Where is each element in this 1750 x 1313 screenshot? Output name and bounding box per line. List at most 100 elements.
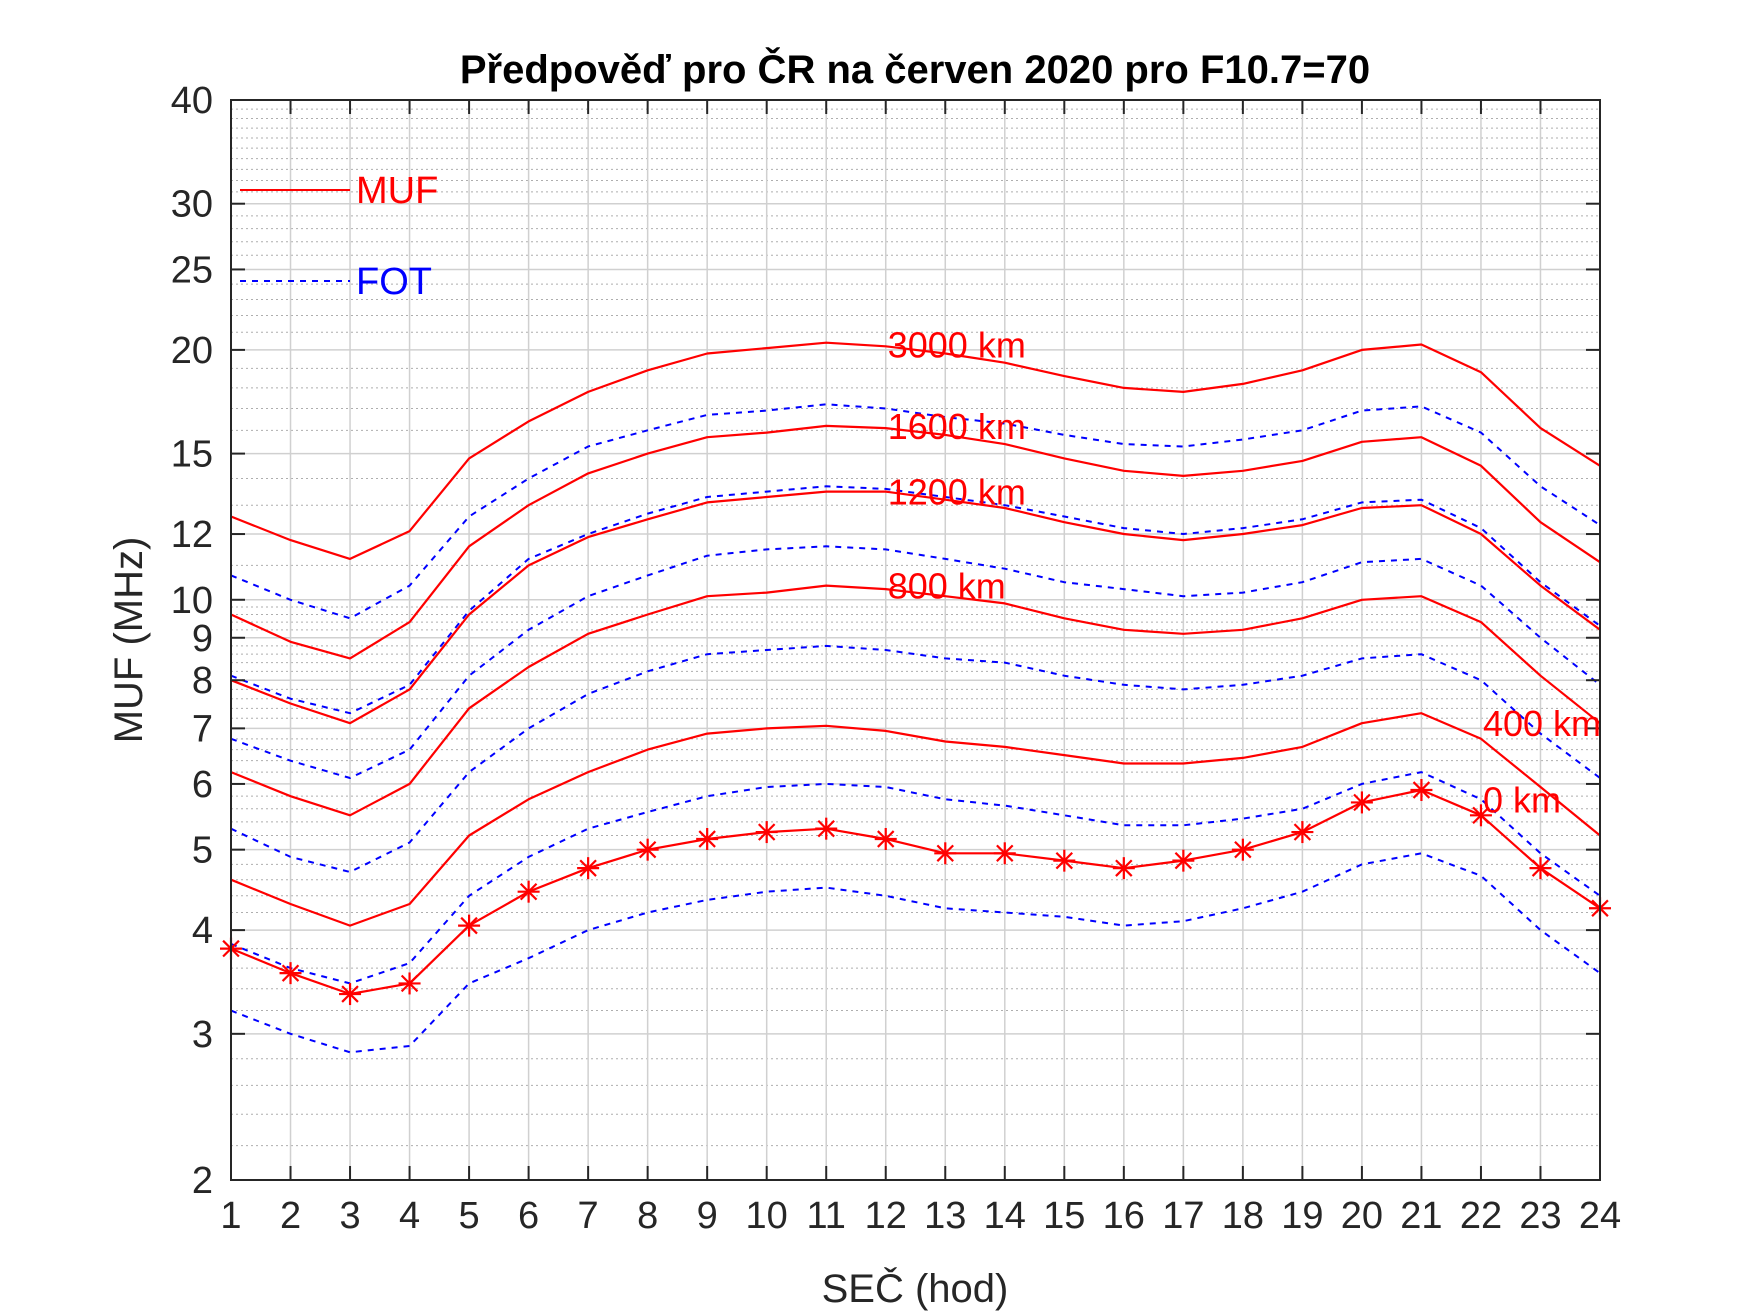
marker-stroke bbox=[1531, 859, 1550, 877]
x-tick-label: 24 bbox=[1579, 1195, 1621, 1237]
marker-stroke bbox=[400, 974, 419, 993]
x-tick-label: 23 bbox=[1519, 1195, 1561, 1237]
distance-label: 3000 km bbox=[888, 325, 1026, 366]
fot-series-line bbox=[230, 771, 1601, 985]
x-tick-label: 20 bbox=[1341, 1195, 1383, 1237]
annotations: 3000 km 1600 km 1200 km 800 km 400 km 0 km bbox=[888, 325, 1601, 821]
axes-box bbox=[230, 99, 1601, 1181]
marker-stroke bbox=[341, 985, 359, 1003]
x-tick-label: 16 bbox=[1103, 1195, 1145, 1237]
data-point-marker bbox=[458, 914, 481, 937]
y-tick-label: 12 bbox=[171, 514, 213, 556]
x-axis-label: SEČ (hod) bbox=[822, 1266, 1009, 1311]
y-tick-label: 6 bbox=[192, 764, 213, 806]
y-tick-label: 3 bbox=[192, 1014, 213, 1056]
data-point-marker bbox=[1350, 791, 1373, 814]
data-point-marker bbox=[1112, 857, 1135, 880]
marker-stroke bbox=[936, 844, 954, 862]
marker-stroke bbox=[579, 859, 597, 877]
y-tick-label: 20 bbox=[171, 330, 213, 372]
muf-series-line bbox=[230, 788, 1601, 996]
marker-stroke bbox=[698, 830, 716, 848]
data-point-marker bbox=[577, 857, 600, 880]
distance-label: 400 km bbox=[1483, 703, 1601, 744]
data-point-marker bbox=[1231, 838, 1254, 861]
data-point-marker bbox=[1529, 857, 1552, 880]
fot-series-line bbox=[230, 852, 1601, 1054]
x-tick-label: 21 bbox=[1400, 1195, 1442, 1237]
data-point-marker bbox=[339, 983, 362, 1006]
fot-series-line bbox=[230, 485, 1601, 715]
x-tick-label: 3 bbox=[339, 1195, 360, 1237]
y-tick-label: 7 bbox=[192, 708, 213, 750]
muf-series-line bbox=[230, 584, 1601, 817]
y-tick-label: 4 bbox=[192, 910, 213, 952]
x-tick-label: 10 bbox=[746, 1195, 788, 1237]
data-point-marker bbox=[874, 828, 897, 851]
x-tick-label: 11 bbox=[806, 1195, 845, 1237]
data-point-marker bbox=[993, 842, 1016, 865]
data-point-marker bbox=[1469, 804, 1492, 827]
y-tick-label: 9 bbox=[192, 618, 213, 660]
marker-stroke bbox=[877, 830, 895, 848]
chart-title: Předpověď pro ČR na červen 2020 pro F10.… bbox=[460, 46, 1370, 92]
data-point-marker bbox=[696, 828, 719, 851]
x-tick-label: 22 bbox=[1460, 1195, 1502, 1237]
data-point-marker bbox=[1053, 849, 1076, 872]
y-tick-label: 5 bbox=[192, 830, 213, 872]
marker-stroke bbox=[1472, 806, 1490, 825]
y-tick-label: 40 bbox=[171, 80, 213, 122]
x-tick-label: 2 bbox=[280, 1195, 301, 1237]
y-tick-label: 15 bbox=[171, 434, 213, 476]
x-tick-label: 13 bbox=[924, 1195, 966, 1237]
x-tick-label: 7 bbox=[578, 1195, 599, 1237]
fot-series-line bbox=[230, 644, 1601, 873]
data-point-marker bbox=[815, 817, 838, 840]
x-tick-label: 14 bbox=[984, 1195, 1026, 1237]
data-point-marker bbox=[755, 821, 778, 844]
distance-label: 1600 km bbox=[888, 406, 1026, 447]
data-point-marker bbox=[517, 880, 540, 903]
y-tick-label: 8 bbox=[192, 660, 213, 702]
marker-stroke bbox=[1293, 823, 1312, 841]
marker-stroke bbox=[1234, 840, 1252, 859]
distance-label: 1200 km bbox=[888, 472, 1026, 513]
marker-stroke bbox=[281, 964, 300, 982]
marker-stroke bbox=[1115, 859, 1133, 877]
fot-series-line bbox=[230, 403, 1601, 620]
x-tick-label: 5 bbox=[459, 1195, 480, 1237]
legend-label-muf: MUF bbox=[356, 170, 438, 212]
data-point-marker bbox=[279, 962, 302, 985]
legend: MUF FOT bbox=[240, 170, 438, 303]
series-layer bbox=[220, 341, 1611, 1054]
data-point-marker bbox=[398, 972, 421, 995]
data-point-marker bbox=[1172, 849, 1195, 872]
distance-label: 0 km bbox=[1483, 779, 1561, 820]
x-tick-label: 4 bbox=[399, 1195, 420, 1237]
data-point-marker bbox=[1291, 821, 1314, 844]
y-tick-label: 2 bbox=[192, 1160, 213, 1202]
x-tick-label: 19 bbox=[1281, 1195, 1323, 1237]
data-point-marker bbox=[1410, 778, 1433, 801]
x-tick-label: 12 bbox=[865, 1195, 907, 1237]
data-point-marker bbox=[636, 838, 659, 861]
data-point-marker bbox=[934, 842, 957, 865]
muf-series-line bbox=[230, 490, 1601, 725]
x-tick-label: 9 bbox=[697, 1195, 718, 1237]
x-tick-label: 6 bbox=[518, 1195, 539, 1237]
marker-stroke bbox=[817, 819, 835, 838]
marker-stroke bbox=[1174, 851, 1193, 870]
marker-stroke bbox=[996, 844, 1014, 862]
marker-stroke bbox=[1412, 781, 1431, 799]
muf-series-line bbox=[230, 341, 1601, 561]
x-tick-label: 1 bbox=[220, 1195, 241, 1237]
y-axis-label: MUF (MHz) bbox=[107, 537, 151, 744]
x-tick-label: 17 bbox=[1162, 1195, 1204, 1237]
marker-stroke bbox=[519, 882, 538, 901]
marker-stroke bbox=[638, 840, 657, 859]
y-tick-label: 25 bbox=[171, 249, 213, 291]
x-tick-label: 15 bbox=[1043, 1195, 1085, 1237]
muf-series-line bbox=[230, 712, 1601, 927]
